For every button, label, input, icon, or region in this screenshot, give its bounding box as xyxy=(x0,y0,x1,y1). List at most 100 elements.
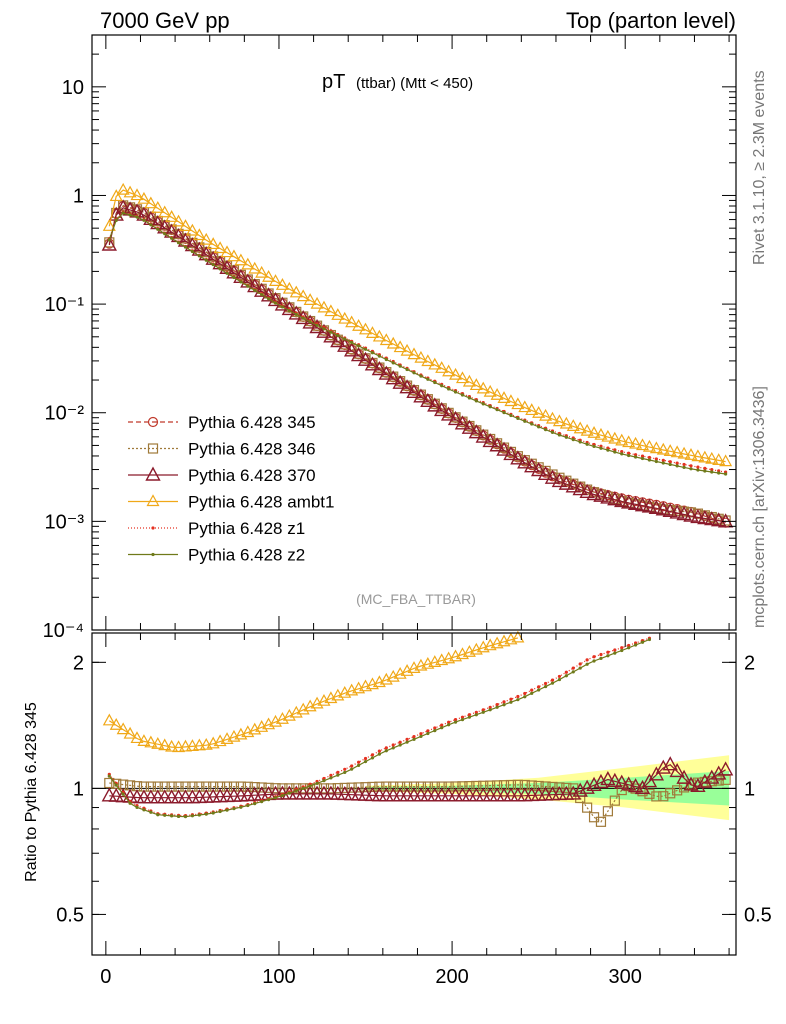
data-point xyxy=(661,458,665,462)
data-point xyxy=(711,765,727,780)
data-point xyxy=(647,637,652,642)
data-point xyxy=(586,776,602,791)
data-point xyxy=(634,779,651,795)
data-point xyxy=(615,433,629,446)
legend: Pythia 6.428 345 Pythia 6.428 346 Pythia 6… xyxy=(128,413,334,565)
legend-entry: Pythia 6.428 345 xyxy=(128,413,316,432)
data-point xyxy=(296,289,310,302)
data-point xyxy=(613,651,617,655)
data-point xyxy=(516,698,520,702)
data-point xyxy=(204,812,208,816)
data-point xyxy=(516,416,520,420)
data-point xyxy=(696,468,700,472)
data-point xyxy=(370,753,375,757)
data-point xyxy=(323,328,339,343)
data-point xyxy=(566,419,580,431)
data-point xyxy=(537,688,541,692)
data-point xyxy=(190,814,195,818)
data-point xyxy=(274,296,291,311)
data-point xyxy=(530,462,547,477)
legend-marker xyxy=(147,416,159,428)
legend-label: Pythia 6.428 z1 xyxy=(188,519,305,538)
data-point xyxy=(433,726,437,730)
data-point xyxy=(170,236,174,240)
data-point xyxy=(703,466,707,470)
data-point xyxy=(578,666,582,670)
data-point xyxy=(490,387,504,400)
data-point xyxy=(717,513,734,528)
y-tick-label: 10⁻¹ xyxy=(45,294,85,316)
data-point xyxy=(613,450,617,454)
data-point xyxy=(273,796,278,800)
data-point xyxy=(204,258,208,262)
data-point xyxy=(429,781,440,792)
data-point xyxy=(322,776,326,781)
data-point xyxy=(329,330,333,334)
data-point xyxy=(433,729,437,733)
data-point xyxy=(280,793,285,798)
data-point xyxy=(352,319,366,331)
main-panel: 10 1 10⁻¹ 10⁻² 10⁻³ 10⁻⁴ pT (ttbar) (Mtt < 45… xyxy=(43,34,737,642)
data-point xyxy=(564,670,568,674)
data-point xyxy=(518,400,532,413)
data-point xyxy=(526,780,537,791)
data-point xyxy=(453,390,458,394)
data-point xyxy=(336,334,340,338)
data-point xyxy=(509,413,513,418)
data-point xyxy=(322,779,326,783)
data-point xyxy=(668,462,672,467)
data-point xyxy=(488,405,492,409)
data-point xyxy=(377,354,381,358)
data-point xyxy=(543,684,548,689)
data-point xyxy=(523,695,527,699)
y-tick-label: 0.5 xyxy=(56,904,84,926)
data-point xyxy=(239,805,243,809)
legend-label: Pythia 6.428 370 xyxy=(188,466,316,485)
data-point xyxy=(357,351,374,366)
data-point xyxy=(310,296,324,309)
data-point xyxy=(467,715,471,719)
data-point xyxy=(655,759,671,774)
data-point xyxy=(184,789,201,804)
data-point xyxy=(627,778,644,793)
data-point xyxy=(253,801,257,806)
data-point xyxy=(633,643,638,647)
data-point xyxy=(572,481,588,496)
data-point xyxy=(378,365,394,380)
data-point xyxy=(130,188,144,201)
data-point xyxy=(462,374,476,387)
data-point xyxy=(447,410,464,426)
data-point xyxy=(400,343,414,356)
data-point xyxy=(689,464,693,468)
data-point xyxy=(137,191,151,204)
data-point xyxy=(592,655,596,659)
data-point xyxy=(350,764,354,768)
data-point xyxy=(364,356,381,371)
series-line xyxy=(108,637,519,749)
y-tick-label: 1 xyxy=(73,185,84,207)
data-point xyxy=(391,743,395,747)
series-pythia-6-428-370 xyxy=(101,756,734,804)
y-tick-label: 2 xyxy=(73,652,84,674)
rivet-label: Rivet 3.1.10, ≥ 2.3M events xyxy=(751,70,768,265)
data-point xyxy=(669,504,685,519)
data-point xyxy=(176,241,181,245)
data-point xyxy=(343,770,347,775)
data-point xyxy=(640,640,645,644)
plot-title-sub: (ttbar) (Mtt < 450) xyxy=(356,75,473,92)
data-point xyxy=(627,451,631,455)
data-point xyxy=(530,422,534,426)
data-point xyxy=(677,446,691,459)
data-point xyxy=(406,383,422,398)
data-point xyxy=(277,783,288,794)
data-point xyxy=(144,196,158,209)
series-pythia-6-428-ambt1 xyxy=(102,182,733,467)
data-point xyxy=(476,381,490,394)
data-point xyxy=(497,391,511,403)
y-tick-label-right: 1 xyxy=(744,778,755,800)
data-point xyxy=(268,274,283,286)
data-point xyxy=(266,798,271,802)
data-point xyxy=(661,461,665,465)
y-tick-label: 10⁻² xyxy=(45,403,85,425)
